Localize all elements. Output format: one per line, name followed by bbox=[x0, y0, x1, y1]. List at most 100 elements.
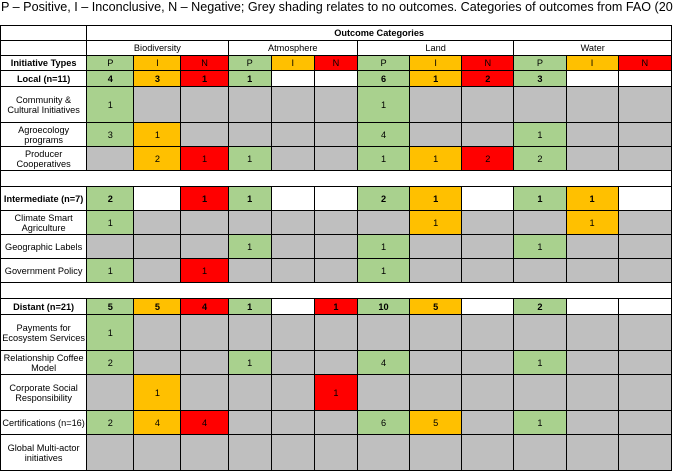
section-total-cell: 10 bbox=[356, 298, 411, 315]
outcome-cell bbox=[313, 146, 358, 171]
section-total-cell: 4 bbox=[86, 70, 135, 87]
row-label: Producer Cooperatives bbox=[0, 146, 88, 171]
outcome-cell bbox=[565, 374, 619, 411]
row-label: Certifications (n=16) bbox=[0, 410, 88, 435]
outcome-cell bbox=[227, 410, 272, 435]
outcome-cell bbox=[565, 86, 619, 123]
outcome-cell bbox=[270, 210, 315, 235]
outcome-cell bbox=[617, 146, 673, 171]
outcome-cell bbox=[617, 234, 673, 259]
outcome-cell: 1 bbox=[513, 350, 567, 375]
outcome-cell: 1 bbox=[313, 374, 358, 411]
outcome-cell bbox=[409, 374, 463, 411]
column-header-n: N bbox=[180, 55, 229, 71]
column-header-i: I bbox=[565, 55, 619, 71]
outcome-cell bbox=[270, 122, 315, 147]
outcome-cell: 4 bbox=[180, 410, 229, 435]
outcome-cell bbox=[270, 350, 315, 375]
outcome-cell bbox=[565, 314, 619, 351]
outcome-cell bbox=[313, 122, 358, 147]
outcome-cell bbox=[617, 350, 673, 375]
outcome-cell bbox=[270, 146, 315, 171]
outcome-cell bbox=[227, 434, 272, 471]
outcome-cell bbox=[617, 410, 673, 435]
outcome-cell bbox=[565, 122, 619, 147]
section-total-cell bbox=[461, 298, 515, 315]
outcome-cell bbox=[461, 434, 515, 471]
outcome-cell bbox=[180, 374, 229, 411]
row-label: Geographic Labels bbox=[0, 234, 88, 259]
outcome-cell: 4 bbox=[133, 410, 182, 435]
outcome-cell bbox=[356, 314, 411, 351]
outcome-cell bbox=[356, 210, 411, 235]
outcome-cell bbox=[270, 374, 315, 411]
outcome-cell bbox=[180, 210, 229, 235]
section-total-cell: 1 bbox=[227, 186, 272, 211]
section-total-cell: 1 bbox=[513, 186, 567, 211]
outcome-cell bbox=[313, 210, 358, 235]
outcome-cell bbox=[313, 258, 358, 283]
initiative-types-header: Initiative Types bbox=[0, 55, 88, 71]
outcome-cell bbox=[565, 350, 619, 375]
section-total-cell bbox=[133, 186, 182, 211]
row-label: Payments for Ecosystem Services bbox=[0, 314, 88, 351]
section-total-cell: 1 bbox=[409, 186, 463, 211]
outcome-cell bbox=[133, 86, 182, 123]
outcome-cell bbox=[227, 258, 272, 283]
outcome-cell bbox=[86, 234, 135, 259]
outcome-cell bbox=[180, 122, 229, 147]
section-total-cell: 5 bbox=[409, 298, 463, 315]
outcome-cell: 1 bbox=[180, 258, 229, 283]
outcome-cell bbox=[461, 314, 515, 351]
outcome-cell: 1 bbox=[227, 234, 272, 259]
group-land: Land bbox=[356, 40, 515, 56]
outcome-cell bbox=[270, 410, 315, 435]
section-total-cell: 4 bbox=[180, 298, 229, 315]
outcome-cell bbox=[617, 258, 673, 283]
section-total-cell bbox=[565, 70, 619, 87]
column-header-i: I bbox=[133, 55, 182, 71]
outcome-cell bbox=[565, 234, 619, 259]
section-total-cell bbox=[565, 298, 619, 315]
section-spacer bbox=[0, 282, 672, 299]
outcome-cell bbox=[513, 314, 567, 351]
outcome-cell: 1 bbox=[356, 146, 411, 171]
outcome-cell bbox=[270, 86, 315, 123]
outcome-cell bbox=[86, 434, 135, 471]
outcome-cell bbox=[133, 258, 182, 283]
outcome-cell bbox=[227, 86, 272, 123]
outcome-cell bbox=[270, 314, 315, 351]
outcome-cell bbox=[133, 350, 182, 375]
column-header-i: I bbox=[409, 55, 463, 71]
outcome-cell: 1 bbox=[227, 350, 272, 375]
outcome-cell bbox=[133, 314, 182, 351]
outcome-cell bbox=[461, 86, 515, 123]
outcome-cell bbox=[565, 258, 619, 283]
outcome-cell: 1 bbox=[133, 122, 182, 147]
section-total-cell bbox=[313, 70, 358, 87]
outcome-cell bbox=[133, 434, 182, 471]
outcome-cell bbox=[270, 434, 315, 471]
outcome-cell bbox=[180, 350, 229, 375]
outcome-cell bbox=[409, 350, 463, 375]
outcome-cell bbox=[180, 86, 229, 123]
outcome-cell: 1 bbox=[86, 210, 135, 235]
outcome-cell: 5 bbox=[409, 410, 463, 435]
section-title: Intermediate (n=7) bbox=[0, 186, 88, 211]
section-total-cell: 1 bbox=[180, 70, 229, 87]
section-total-cell: 2 bbox=[461, 70, 515, 87]
table-caption: P – Positive, I – Inconclusive, N – Nega… bbox=[1, 0, 673, 14]
section-total-cell bbox=[270, 70, 315, 87]
section-total-cell: 1 bbox=[565, 186, 619, 211]
column-header-n: N bbox=[313, 55, 358, 71]
section-total-cell: 2 bbox=[356, 186, 411, 211]
row-label: Global Multi-actor initiatives bbox=[0, 434, 88, 471]
outcome-cell bbox=[513, 210, 567, 235]
outcome-cell bbox=[86, 374, 135, 411]
section-total-cell: 5 bbox=[133, 298, 182, 315]
outcome-cell bbox=[313, 314, 358, 351]
outcome-cell bbox=[227, 210, 272, 235]
row-label: Relationship Coffee Model bbox=[0, 350, 88, 375]
section-total-cell bbox=[617, 70, 673, 87]
column-header-p: P bbox=[86, 55, 135, 71]
